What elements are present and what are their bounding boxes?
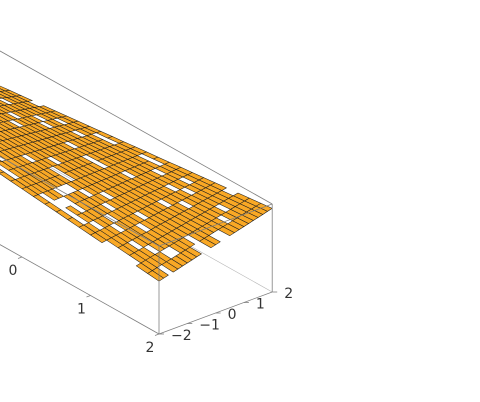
x-tick-label: 1 <box>77 302 86 318</box>
surface-cell <box>56 209 73 220</box>
surface-cell <box>44 201 62 213</box>
surface-cell <box>33 194 50 205</box>
y-tick-label: 2 <box>284 286 293 302</box>
box-edge <box>158 203 273 247</box>
surface-cell <box>65 205 83 216</box>
surface-cell <box>199 238 216 249</box>
surface-mesh <box>0 85 273 282</box>
surface-cell <box>161 261 179 273</box>
y-tick-label: −1 <box>199 318 220 334</box>
box-edge <box>0 156 160 247</box>
x-tick-mark <box>154 333 160 336</box>
y-tick-label: −2 <box>171 328 192 344</box>
x-tick-mark <box>86 295 91 298</box>
box-edge <box>0 50 273 205</box>
surface-cell <box>67 217 85 228</box>
surface-cell <box>66 181 83 191</box>
surface-cell <box>147 270 164 282</box>
x-tick-mark <box>17 256 23 259</box>
surface-cell <box>76 212 94 223</box>
surface-cell <box>218 226 235 236</box>
x-tick-label: 0 <box>9 263 18 279</box>
surface-cell <box>42 190 60 201</box>
y-tick-label: 0 <box>228 307 237 323</box>
surface-cell <box>90 232 107 243</box>
surface-cell <box>131 237 149 248</box>
surface-cell <box>168 181 186 190</box>
surface-cell <box>148 241 165 252</box>
x-tick-label: 2 <box>146 340 155 356</box>
y-tick-label: 1 <box>256 297 265 313</box>
surface-cell <box>0 96 3 99</box>
